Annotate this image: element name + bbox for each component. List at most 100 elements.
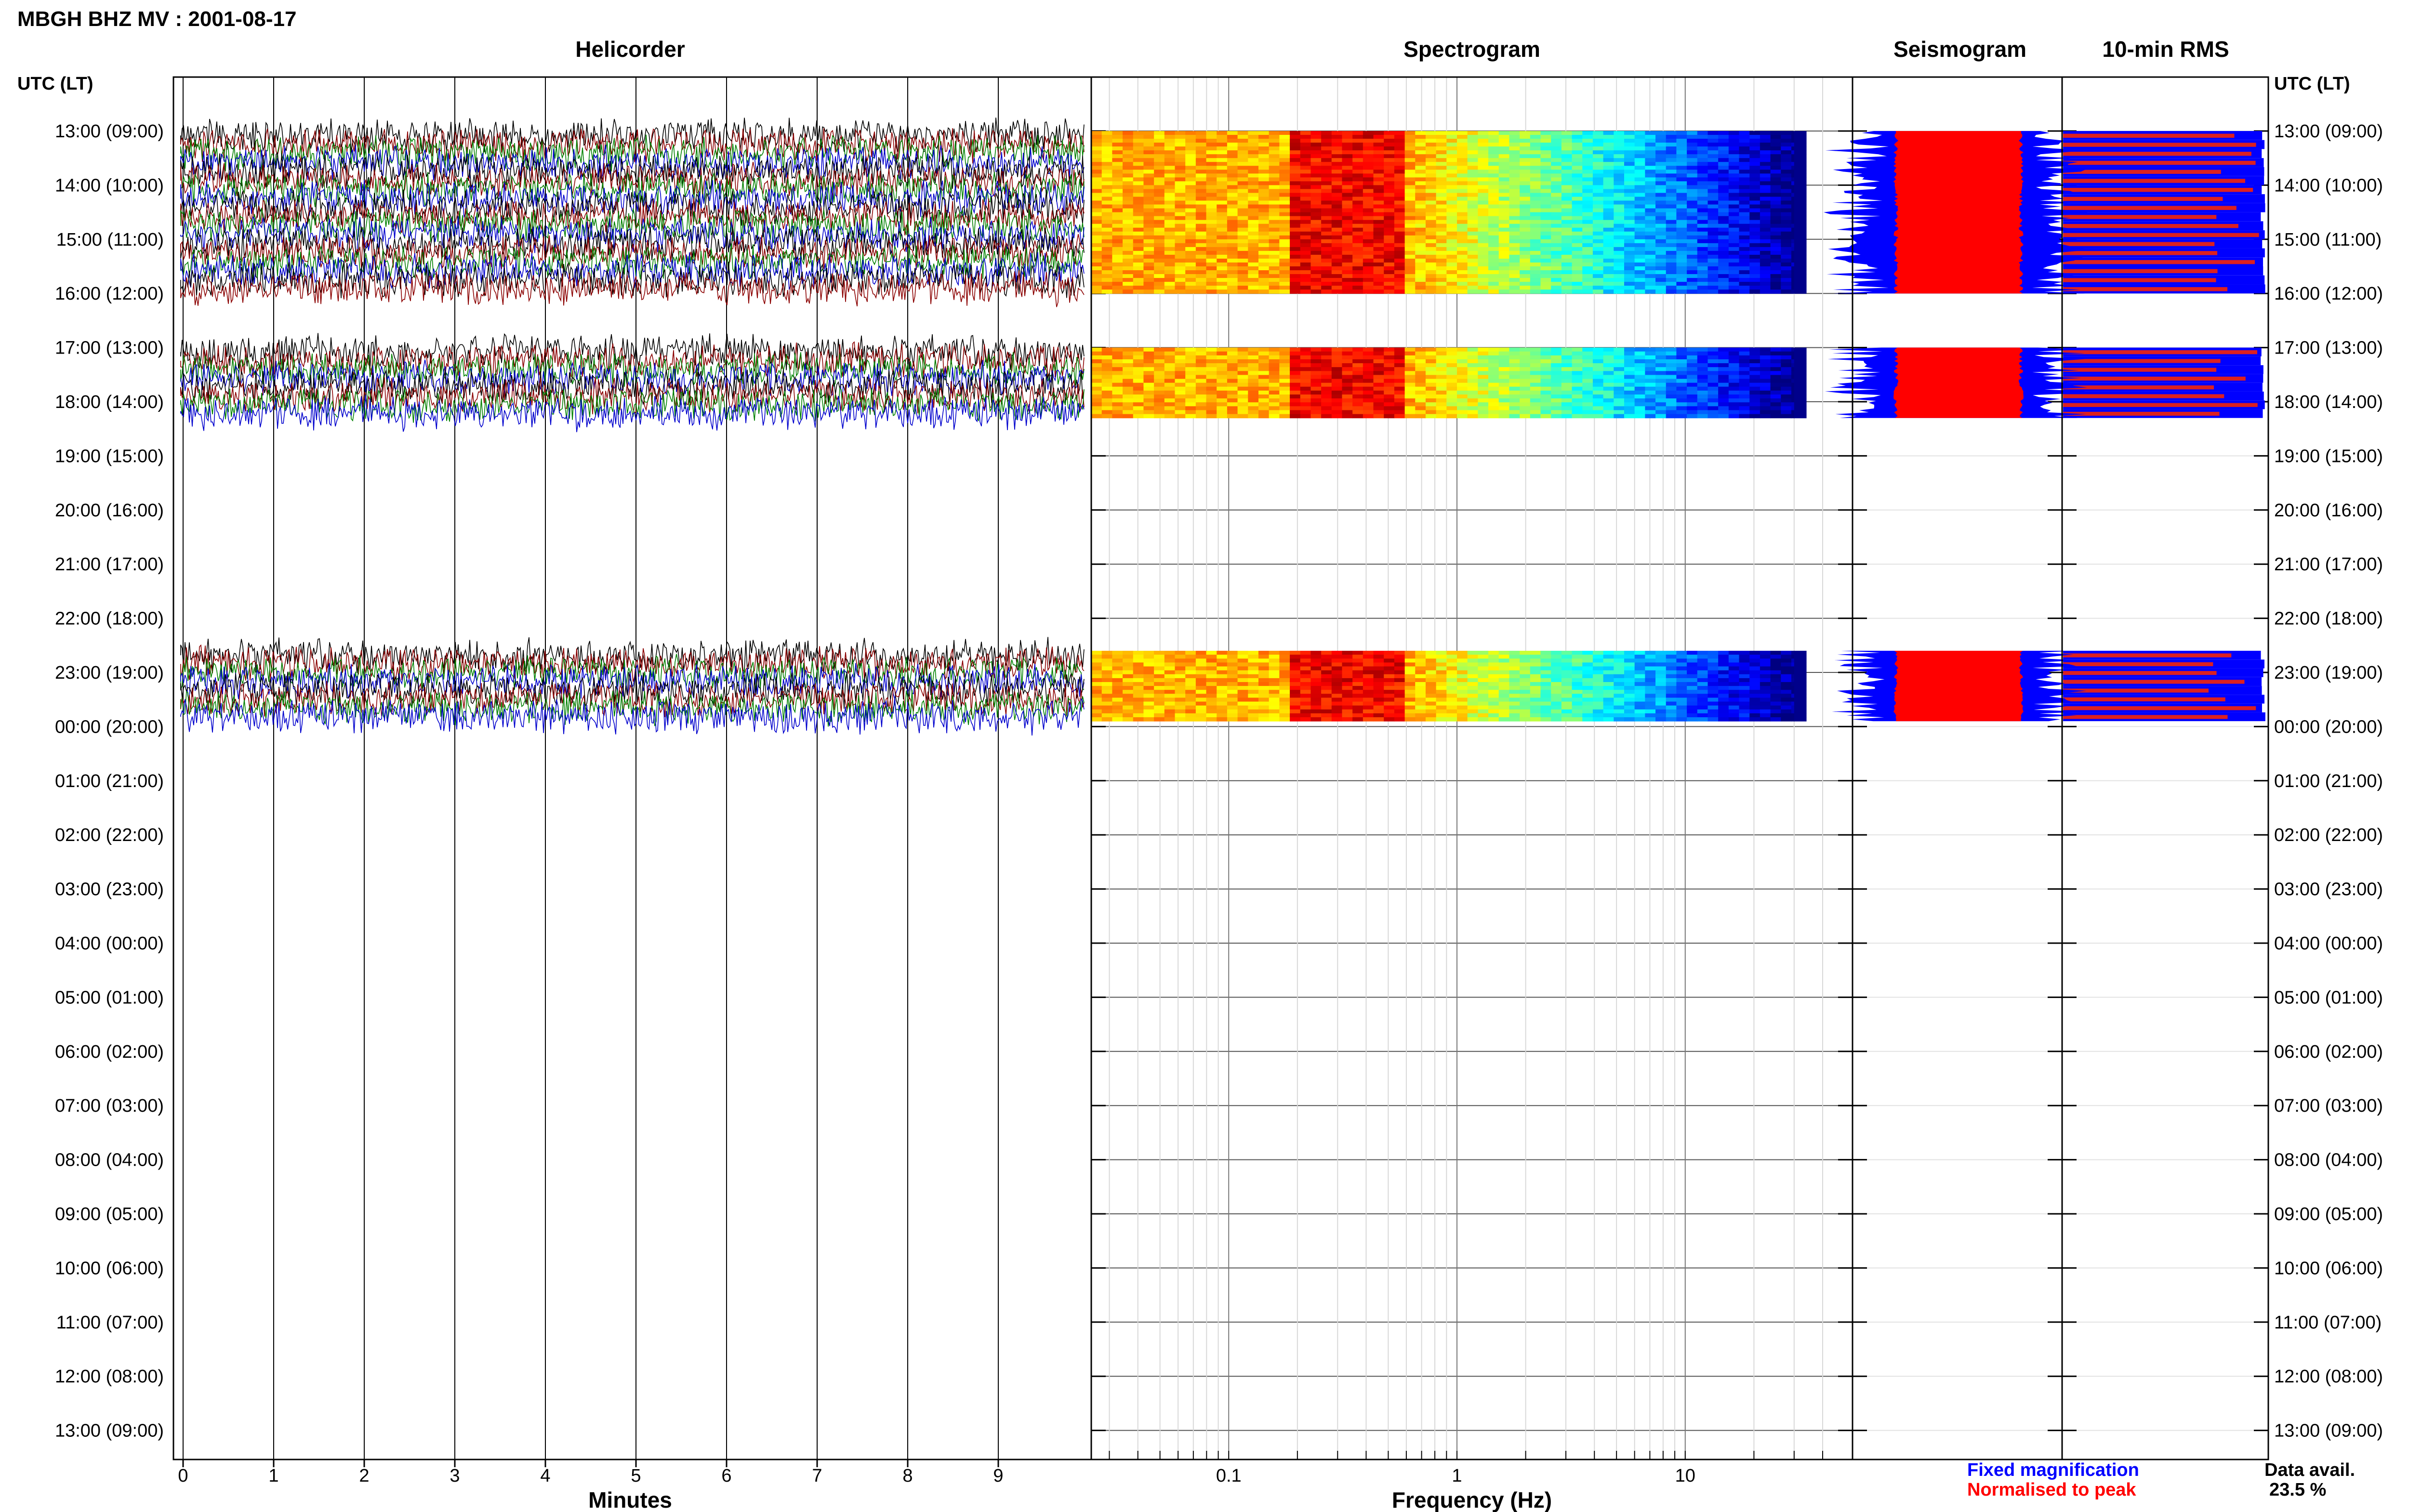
spectrogram-cell: [1154, 382, 1165, 387]
spectrogram-cell: [1185, 224, 1196, 228]
spectrogram-cell: [1300, 382, 1311, 387]
spectrogram-cell: [1551, 231, 1562, 236]
spectrogram-cell: [1279, 662, 1290, 667]
spectrogram-cell: [1164, 197, 1176, 201]
spectrogram-cell: [1279, 266, 1290, 271]
spectrogram-cell: [1603, 212, 1614, 217]
spectrogram-cell: [1676, 243, 1687, 248]
spectrogram-cell: [1614, 351, 1625, 356]
spectrogram-cell: [1300, 278, 1311, 282]
spectrogram-cell: [1572, 150, 1583, 155]
spectrogram-cell: [1770, 379, 1781, 383]
spectrogram-cell: [1384, 367, 1395, 371]
spectrogram-cell: [1425, 674, 1437, 679]
spectrogram-cell: [1446, 651, 1457, 655]
spectrogram-cell: [1143, 247, 1154, 251]
spectrogram-cell: [1436, 367, 1447, 371]
spectrogram-cell: [1436, 655, 1447, 659]
spectrogram-cell: [1749, 227, 1760, 232]
spectrogram-cell: [1794, 200, 1807, 205]
spectrogram-cell: [1384, 193, 1395, 197]
spectrogram-cell: [1185, 212, 1196, 217]
spectrogram-cell: [1237, 658, 1248, 663]
spectrogram-cell: [1676, 379, 1687, 383]
spectrogram-cell: [1520, 150, 1531, 155]
spectrogram-cell: [1572, 390, 1583, 395]
spectrogram-cell: [1728, 367, 1740, 371]
spectrogram-cell: [1206, 670, 1217, 675]
spectrogram-cell: [1498, 414, 1510, 419]
spectrogram-cell: [1666, 414, 1677, 419]
spectrogram-cell: [1175, 131, 1186, 135]
spectrogram-cell: [1561, 189, 1573, 194]
spectrogram-cell: [1687, 143, 1698, 147]
spectrogram-cell: [1112, 651, 1123, 655]
spectrogram-cell: [1666, 355, 1677, 360]
spectrogram-cell: [1676, 662, 1687, 667]
spectrogram-cell: [1749, 359, 1760, 364]
spectrogram-cell: [1133, 655, 1144, 659]
spectrogram-cell: [1603, 139, 1614, 143]
spectrogram-cell: [1269, 208, 1280, 213]
spectrogram-cell: [1321, 278, 1332, 282]
spectrogram-cell: [1540, 382, 1551, 387]
spectrogram-cell: [1248, 394, 1259, 399]
spectrogram-cell: [1707, 146, 1719, 151]
spectrogram-cell: [1112, 674, 1123, 679]
spectrogram-cell: [1634, 204, 1645, 209]
spectrogram-cell: [1467, 158, 1478, 162]
spectrogram-cell: [1352, 150, 1363, 155]
spectrogram-cell: [1540, 414, 1551, 419]
spectrogram-cell: [1237, 231, 1248, 236]
spectrogram-cell: [1707, 351, 1719, 356]
spectrogram-cell: [1415, 286, 1426, 290]
spectrogram-cell: [1384, 254, 1395, 259]
spectrogram-cell: [1258, 193, 1270, 197]
spectrogram-cell: [1770, 658, 1781, 663]
spectrogram-cell: [1404, 414, 1416, 419]
spectrogram-cell: [1478, 235, 1489, 240]
spectrogram-cell: [1143, 235, 1154, 240]
spectrogram-cell: [1728, 139, 1740, 143]
spectrogram-cell: [1457, 398, 1468, 403]
spectrogram-cell: [1634, 227, 1645, 232]
spectrogram-cell: [1457, 386, 1468, 391]
spectrogram-cell: [1540, 247, 1551, 251]
spectrogram-cell: [1133, 278, 1144, 282]
spectrogram-cell: [1739, 173, 1750, 178]
spectrogram-cell: [1697, 371, 1708, 376]
spectrogram-cell: [1592, 154, 1604, 158]
spectrogram-cell: [1154, 162, 1165, 166]
spectrogram-cell: [1154, 367, 1165, 371]
spectrogram-cell: [1363, 170, 1374, 174]
spectrogram-cell: [1342, 347, 1353, 352]
spectrogram-cell: [1687, 347, 1698, 352]
spectrogram-cell: [1300, 398, 1311, 403]
spectrogram-cell: [1645, 212, 1656, 217]
spectrogram-cell: [1687, 220, 1698, 224]
spectrogram-cell: [1457, 239, 1468, 244]
spectrogram-cell: [1321, 363, 1332, 368]
spectrogram-cell: [1760, 250, 1771, 255]
spectrogram-cell: [1530, 651, 1541, 655]
spectrogram-cell: [1363, 224, 1374, 228]
spectrogram-cell: [1123, 670, 1134, 675]
spectrogram-cell: [1175, 651, 1186, 655]
spectrogram-cell: [1404, 216, 1416, 221]
spectrogram-cell: [1363, 162, 1374, 166]
spectrogram-cell: [1363, 208, 1374, 213]
spectrogram-cell: [1373, 131, 1384, 135]
spectrogram-cell: [1300, 359, 1311, 364]
spectrogram-cell: [1760, 247, 1771, 251]
spectrogram-cell: [1520, 193, 1531, 197]
spectrogram-cell: [1373, 266, 1384, 271]
spectrogram-cell: [1614, 367, 1625, 371]
spectrogram-cell: [1101, 135, 1112, 139]
spectrogram-cell: [1760, 390, 1771, 395]
spectrogram-cell: [1624, 189, 1635, 194]
spectrogram-cell: [1342, 379, 1353, 383]
spectrogram-cell: [1718, 402, 1729, 407]
spectrogram-cell: [1363, 375, 1374, 380]
spectrogram-cell: [1290, 204, 1301, 209]
spectrogram-cell: [1794, 181, 1807, 185]
